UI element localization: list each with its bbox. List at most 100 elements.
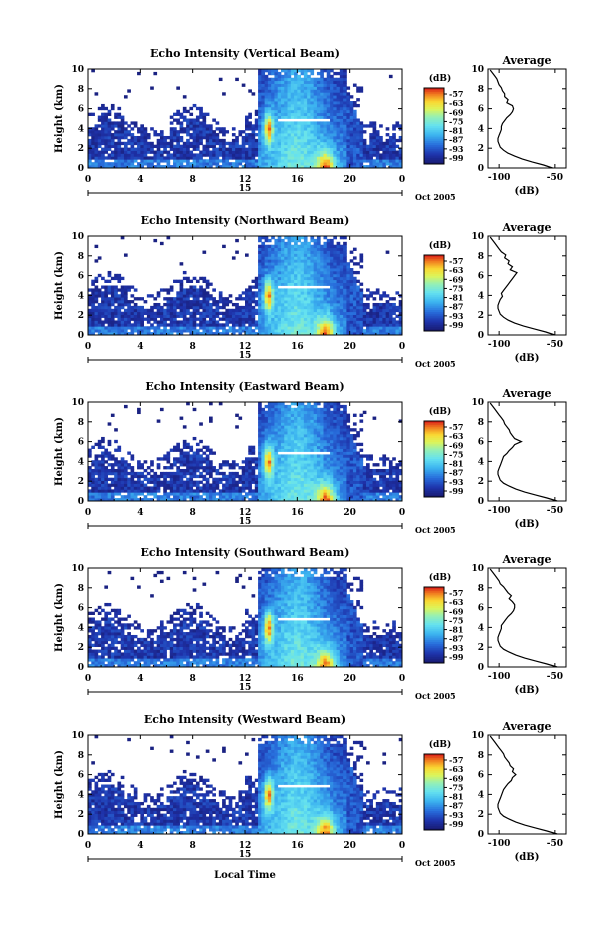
heatmap-cell [323,89,328,93]
heatmap-cell [277,112,282,116]
heatmap-cell [320,314,324,318]
heatmap-cell [333,80,337,84]
colorbar-frame [423,254,445,332]
heatmap-cell [333,253,337,257]
heatmap-cell [375,302,380,307]
heatmap-cell [97,308,102,313]
heatmap-cell [104,279,109,283]
heatmap-cell [336,98,341,102]
heatmap-cell [267,98,272,102]
heatmap-cell [300,247,305,251]
heatmap-cell [173,127,177,131]
heatmap-cell [153,238,158,243]
colorbar-swatch [424,274,444,277]
heatmap-cell [326,265,331,269]
heatmap-cell [267,112,272,116]
heatmap-cell [274,115,279,119]
heatmap-cell [231,302,236,307]
heatmap-cell [228,150,233,154]
heatmap-cell [176,311,180,316]
heatmap-cell [130,308,135,313]
heatmap-cell [182,302,187,307]
heatmap-cell [280,268,285,272]
heatmap-cell [261,439,266,444]
heatmap-cell [245,317,249,321]
heatmap-cell [192,291,197,295]
heatmap-cell [261,262,266,266]
heatmap-cell [127,130,131,134]
heatmap-cell [176,468,180,473]
heatmap-cell [169,326,174,330]
heatmap-cell [123,147,128,151]
heatmap-cell [294,121,298,125]
heatmap-cell [271,468,275,473]
heatmap-cell [267,83,272,87]
heatmap-cell [333,71,337,76]
colorbar-unit: (dB) [429,240,451,251]
heatmap-cell [316,273,321,278]
heatmap-cell [117,141,122,146]
heatmap-cell [97,288,102,292]
heatmap-cell [290,247,295,251]
heatmap-cell [284,236,288,240]
heatmap-cell [300,138,305,143]
heatmap-cell [323,135,328,140]
heatmap-cell [379,326,383,330]
heatmap-cell [123,323,128,327]
heatmap-cell [137,165,141,169]
heatmap-cell [94,288,99,292]
heatmap-cell [320,273,324,278]
heatmap-cell [235,308,239,313]
heatmap-cell [146,486,151,490]
heatmap-cell [277,492,282,496]
heatmap-cell [245,314,249,318]
heatmap-cell [349,279,354,283]
heatmap-cell [267,86,272,90]
heatmap-cell [261,150,266,154]
heatmap-cell [107,153,112,157]
heatmap-cell [303,317,308,321]
heatmap-cell [294,320,298,324]
heatmap-cell [107,109,112,114]
heatmap-cell [339,250,344,254]
heatmap-cell [326,80,331,84]
heatmap-cell [303,256,308,260]
heatmap-cell [392,305,396,310]
heatmap-cell [264,153,269,157]
heatmap-cell [307,288,311,292]
heatmap-cell [333,77,337,82]
heatmap-cell [313,109,318,114]
heatmap-cell [267,402,272,406]
heatmap-cell [330,256,334,260]
heatmap-cell [107,302,112,307]
heatmap-cell [254,150,259,154]
heatmap-cell [388,323,393,327]
panel-3: Echo Intensity (Eastward Beam)0246810Hei… [54,380,567,535]
heatmap-cell [277,422,282,426]
heatmap-cell [123,297,128,301]
heatmap-cell [264,109,269,114]
heatmap-cell [300,291,305,295]
heatmap-cell [241,323,246,327]
heatmap-cell [140,150,144,154]
heatmap-cell [218,297,223,301]
heatmap-cell [107,118,112,122]
heatmap-cell [346,288,351,292]
heatmap-cell [323,311,328,316]
heatmap-cell [222,162,226,166]
colorbar-tick-label: -87 [449,135,463,145]
heatmap-cell [212,314,216,318]
heatmap-cell [238,332,243,336]
heatmap-cell [261,326,266,330]
heatmap-cell [264,489,269,493]
heatmap-cell [91,69,95,73]
heatmap-cell [277,147,282,151]
heatmap-cell [352,165,357,169]
heatmap-cell [264,291,269,295]
heatmap-cell [238,317,243,321]
heatmap-cell [137,471,141,476]
heatmap-cell [182,451,187,455]
heatmap-cell [336,262,341,266]
heatmap-cell [94,279,99,283]
heatmap-cell [339,285,344,289]
